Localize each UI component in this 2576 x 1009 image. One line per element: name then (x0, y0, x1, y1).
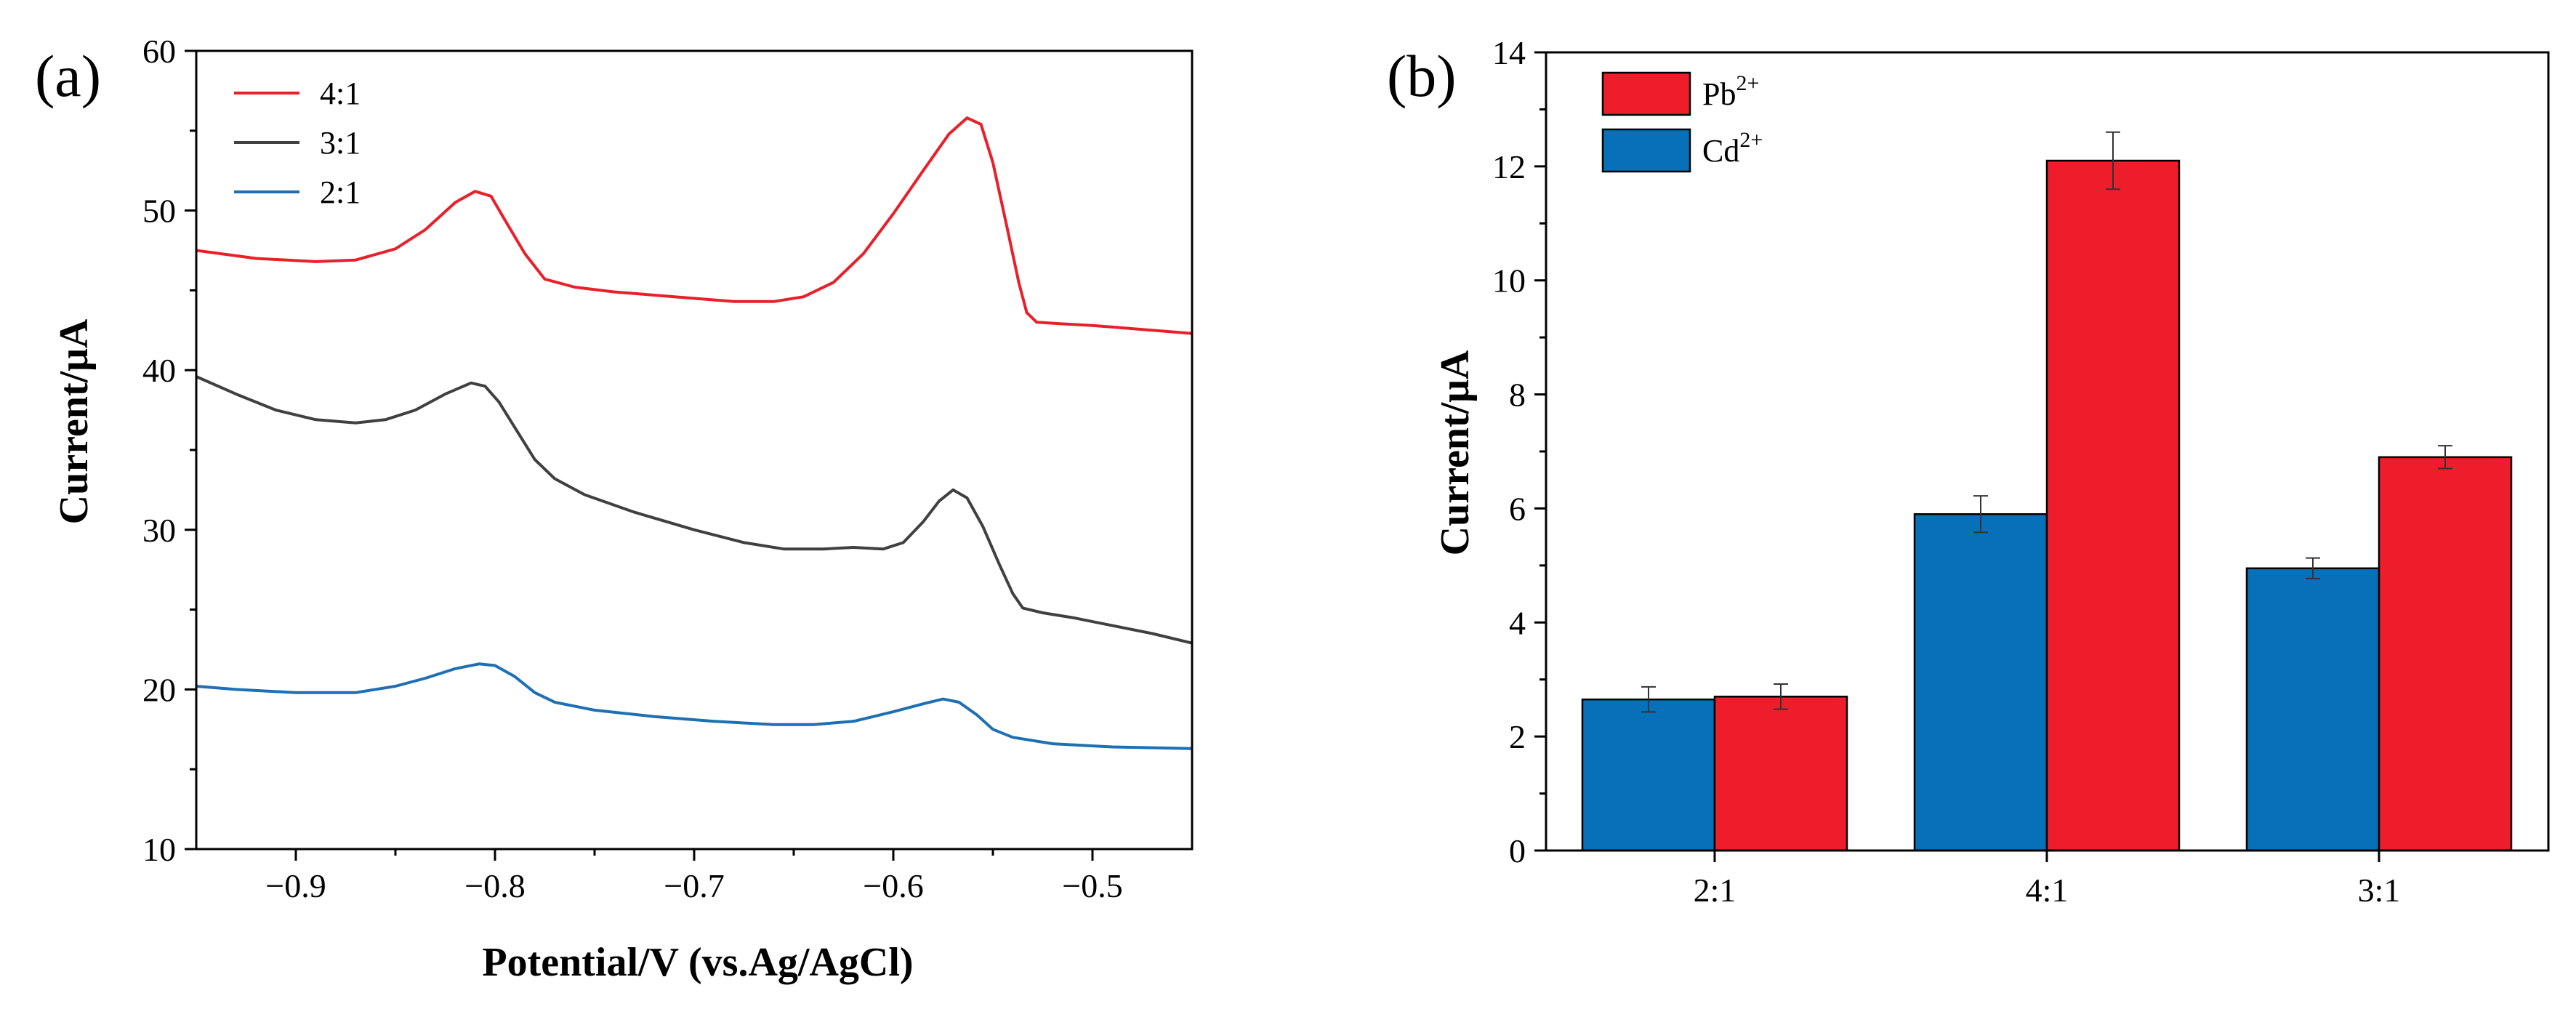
y-tick-label: 30 (142, 512, 176, 549)
legend-label-3-1: 3:1 (320, 125, 361, 161)
panel-a-ticks: −0.9 −0.8 −0.7 −0.6 −0.5 10 20 30 40 50 60 (142, 33, 1123, 904)
bar-cd-4-1 (1913, 513, 2048, 852)
y-tick-label: 50 (142, 193, 176, 230)
panel-a: (a) Current/μA Potential/V (vs.Ag/AgCl) … (35, 33, 1194, 985)
y-tick-label: 20 (142, 671, 176, 708)
y-tick-label: 14 (1492, 34, 1526, 71)
panel-a-plot-frame (195, 49, 1194, 851)
y-tick-label: 8 (1509, 377, 1526, 414)
panel-b-bars (1581, 131, 2513, 852)
panel-b: (b) Current/μA 0 2 4 6 8 10 12 14 2:1 4:1 3:1 Pb2+… (1387, 34, 2550, 909)
legend-label-base: Cd (1702, 133, 1739, 169)
legend-label-2-1: 2:1 (320, 174, 361, 210)
panel-b-ticks: 0 2 4 6 8 10 12 14 2:1 4:1 3:1 (1492, 34, 2400, 909)
panel-a-series (196, 116, 1193, 750)
legend-label-4-1: 4:1 (320, 76, 361, 111)
y-tick-label: 10 (142, 831, 176, 868)
y-tick-label: 40 (142, 352, 176, 389)
legend-swatch-pb (1601, 71, 1691, 116)
legend-swatch-cd (1601, 128, 1691, 173)
y-tick-label: 2 (1509, 718, 1526, 755)
legend-label-cd: Cd2+ (1702, 128, 1763, 169)
bar-cd-2-1 (1581, 698, 1716, 852)
series-line-4-1 (196, 116, 1193, 335)
x-tick-label: 4:1 (2026, 872, 2069, 909)
x-tick-label: −0.8 (464, 867, 525, 904)
x-tick-label: −0.7 (664, 867, 724, 904)
x-tick-label: −0.6 (863, 867, 923, 904)
panel-a-x-axis-label: Potential/V (vs.Ag/AgCl) (482, 940, 913, 985)
panel-a-legend: 4:1 3:1 2:1 (234, 76, 361, 210)
bar-pb-2-1 (1713, 695, 1848, 852)
bar-pb-3-1 (2378, 456, 2513, 852)
series-line-3-1 (196, 375, 1193, 645)
x-tick-label: −0.9 (265, 867, 326, 904)
bar-cd-3-1 (2245, 567, 2380, 852)
y-tick-label: 60 (142, 33, 176, 70)
panel-b-y-axis-label: Current/μA (1433, 350, 1478, 555)
legend-label-superscript: 2+ (1736, 71, 1759, 95)
y-tick-label: 0 (1509, 832, 1526, 869)
panel-b-legend: Pb2+Cd2+ (1601, 71, 1763, 173)
y-tick-label: 10 (1492, 262, 1526, 300)
bar-pb-4-1 (2045, 159, 2181, 852)
x-tick-label: −0.5 (1062, 867, 1122, 904)
x-tick-label: 3:1 (2358, 872, 2401, 909)
panel-b-label: (b) (1387, 43, 1457, 109)
panel-b-plot-frame (1545, 51, 2550, 852)
x-tick-label: 2:1 (1694, 872, 1736, 909)
panel-a-y-axis-label: Current/μA (52, 318, 97, 524)
y-tick-label: 4 (1509, 604, 1526, 641)
y-tick-label: 12 (1492, 148, 1526, 185)
y-tick-label: 6 (1509, 490, 1526, 527)
series-line-2-1 (196, 662, 1193, 750)
panel-a-label: (a) (35, 43, 101, 109)
legend-label-pb: Pb2+ (1702, 71, 1759, 112)
legend-label-base: Pb (1702, 76, 1736, 112)
legend-label-superscript: 2+ (1739, 128, 1763, 152)
